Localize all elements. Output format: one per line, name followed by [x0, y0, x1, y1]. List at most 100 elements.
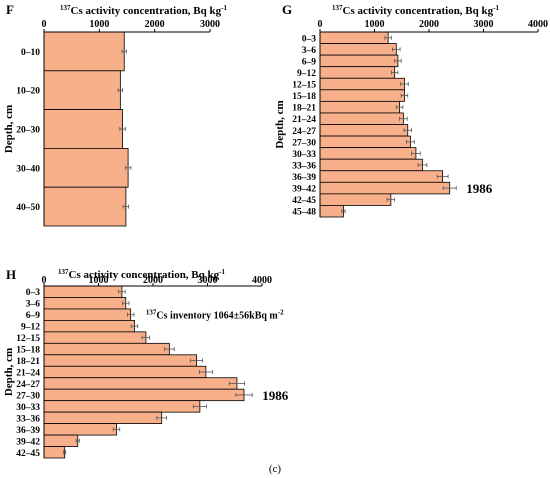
panel-g-xtick-4: 4000: [528, 19, 548, 30]
panel-h-bar-12: [43, 423, 117, 436]
panel-g-x-title-sup-pre: 137: [332, 4, 343, 12]
panel-g-bar-3: [319, 66, 396, 79]
panel-g-bar-6: [319, 100, 400, 114]
panel-g-cat-7: 21–24: [292, 115, 316, 125]
panel-g-errorbar-4: [400, 82, 409, 87]
panel-f-cat-1: 10–20: [16, 87, 40, 97]
panel-g-cat-9: 27–30: [292, 138, 316, 148]
panel-g-xtick-1: 1000: [365, 19, 385, 30]
panel-h-ylabel: Depth, cm: [3, 348, 15, 396]
panel-f-bar-1: [43, 70, 121, 111]
panel-h-bar-1: [43, 297, 127, 310]
panel-g-errorbar-15: [341, 209, 346, 214]
panel-f-bar-3: [43, 147, 129, 188]
panel-h-xtick-2: 2000: [143, 275, 163, 286]
panel-g-bar-11: [319, 158, 423, 172]
panel-g-ylabel: Depth, cm: [274, 100, 286, 148]
panel-f-cat-0: 0–10: [21, 48, 40, 58]
panel-f-errorbar-2: [119, 127, 126, 131]
panel-g-errorbar-13: [442, 186, 457, 191]
panel-f-xtick-3: 3000: [200, 19, 220, 30]
panel-g-xtick-3: 3000: [474, 19, 494, 30]
panel-g-errorbar-5: [400, 93, 409, 98]
panel-f-xtick-2: 2000: [145, 19, 165, 30]
panel-g-errorbar-12: [436, 174, 449, 179]
panel-f-ylabel: Depth, cm: [3, 105, 15, 153]
panel-g-xticks: 0 1000 2000 3000 4000: [318, 19, 549, 30]
panel-f-cat-3: 30–40: [16, 164, 40, 174]
panel-h-cat-8: 24–27: [16, 380, 40, 390]
panel-h-errorbar-5: [164, 347, 175, 352]
panel-g-bar-12: [319, 170, 444, 183]
panel-f-x-title-sup-pre: 137: [60, 4, 71, 12]
panel-h-errorbar-6: [190, 358, 203, 363]
panel-g-plot: [319, 29, 539, 218]
panel-h-cat-0: 0–3: [26, 288, 41, 298]
panel-h-x-title-sup-pre: 137: [58, 268, 69, 276]
panel-h-xtick-1: 1000: [89, 275, 109, 286]
panel-h-xtick-0: 0: [42, 275, 47, 286]
panel-f-x-title-sup-post: -1: [221, 4, 227, 12]
panel-f-bar-0: [43, 31, 125, 72]
panel-g-errorbar-10: [411, 151, 421, 156]
panel-h-errorbar-7: [198, 370, 213, 374]
panel-g-bar-2: [319, 54, 399, 68]
panel-h-cat-7: 21–24: [16, 369, 40, 379]
panel-h-x-title-main: Cs activity concentration, Bq kg: [69, 269, 220, 281]
panel-h-bar-11: [43, 411, 163, 424]
panel-g-bar-10: [319, 147, 417, 160]
panel-g-xtick-0: 0: [318, 19, 323, 30]
panel-g-cat-14: 42–45: [292, 196, 316, 206]
panel-h-annotation-inventory: 137Cs inventory 1064±56kBq m-2: [146, 309, 284, 322]
panel-g-errorbar-6: [395, 105, 404, 110]
panel-f-errorbar-1: [117, 88, 123, 93]
panel-g-errorbar-11: [417, 162, 428, 167]
panel-h-errorbar-8: [228, 381, 245, 386]
panel-f-bar-4: [43, 186, 127, 227]
panel-g-cat-3: 9–12: [297, 69, 316, 79]
panel-h-letter: H: [6, 267, 16, 282]
panel-h-bar-10: [43, 400, 201, 413]
panel-h-bar-5: [43, 342, 170, 356]
panel-g-bar-13: [319, 181, 451, 195]
panel-g-xtick-2: 2000: [419, 19, 439, 30]
panel-h-bar-13: [43, 434, 79, 447]
panel-h-cat-2: 6–9: [26, 311, 41, 321]
panel-h-errorbar-11: [156, 415, 168, 420]
panel-f: F 137Cs activity concentration, Bq kg-1 …: [3, 2, 227, 227]
panel-g-cat-10: 30–33: [292, 150, 316, 160]
panel-g-x-title: 137Cs activity concentration, Bq kg-1: [332, 4, 499, 17]
panel-f-plot: [43, 29, 211, 227]
panel-g-cat-12: 36–39: [292, 173, 316, 183]
panel-h-annotation-1986: 1986: [262, 388, 289, 403]
panel-g-annotation-1986: 1986: [466, 181, 493, 196]
panel-f-errorbar-4: [122, 204, 130, 209]
panel-h: H 137Cs activity concentration, Bq kg-1 …: [3, 267, 289, 459]
panel-f-cat-2: 20–30: [16, 126, 40, 136]
panel-h-cat-1: 3–6: [26, 300, 41, 310]
panel-h-cat-14: 42–45: [16, 449, 40, 459]
panel-h-plot: [43, 283, 263, 459]
panel-g-x-title-sup-post: -1: [493, 4, 499, 12]
panel-h-errorbar-9: [235, 392, 253, 397]
panel-g-errorbar-9: [406, 139, 415, 144]
panel-h-bar-2: [43, 308, 132, 321]
panel-f-x-title-main: Cs activity concentration, Bq kg: [71, 5, 222, 17]
panel-h-x-title-sup-post: -1: [219, 268, 225, 276]
panel-h-errorbar-14: [63, 450, 67, 455]
panel-h-inventory-main: Cs inventory 1064±56kBq m: [156, 311, 278, 322]
figure-caption: (c): [269, 463, 282, 475]
panel-h-inventory-sup-post: -2: [278, 309, 284, 317]
panel-g-bar-5: [319, 89, 405, 102]
panel-f-xticks: 0 1000 2000 3000: [42, 19, 221, 30]
panel-g-errorbar-7: [399, 116, 408, 121]
panel-h-errorbar-13: [75, 438, 80, 443]
panel-g-errorbar-8: [403, 128, 412, 133]
panel-h-cat-10: 30–33: [16, 403, 40, 413]
panel-h-cat-3: 9–12: [21, 323, 40, 333]
panel-h-bar-9: [43, 388, 245, 402]
panel-f-categories: 0–10 10–20 20–30 30–40 40–50: [16, 48, 40, 213]
panel-h-bar-6: [43, 354, 198, 367]
panel-g-errorbar-3: [390, 70, 399, 75]
